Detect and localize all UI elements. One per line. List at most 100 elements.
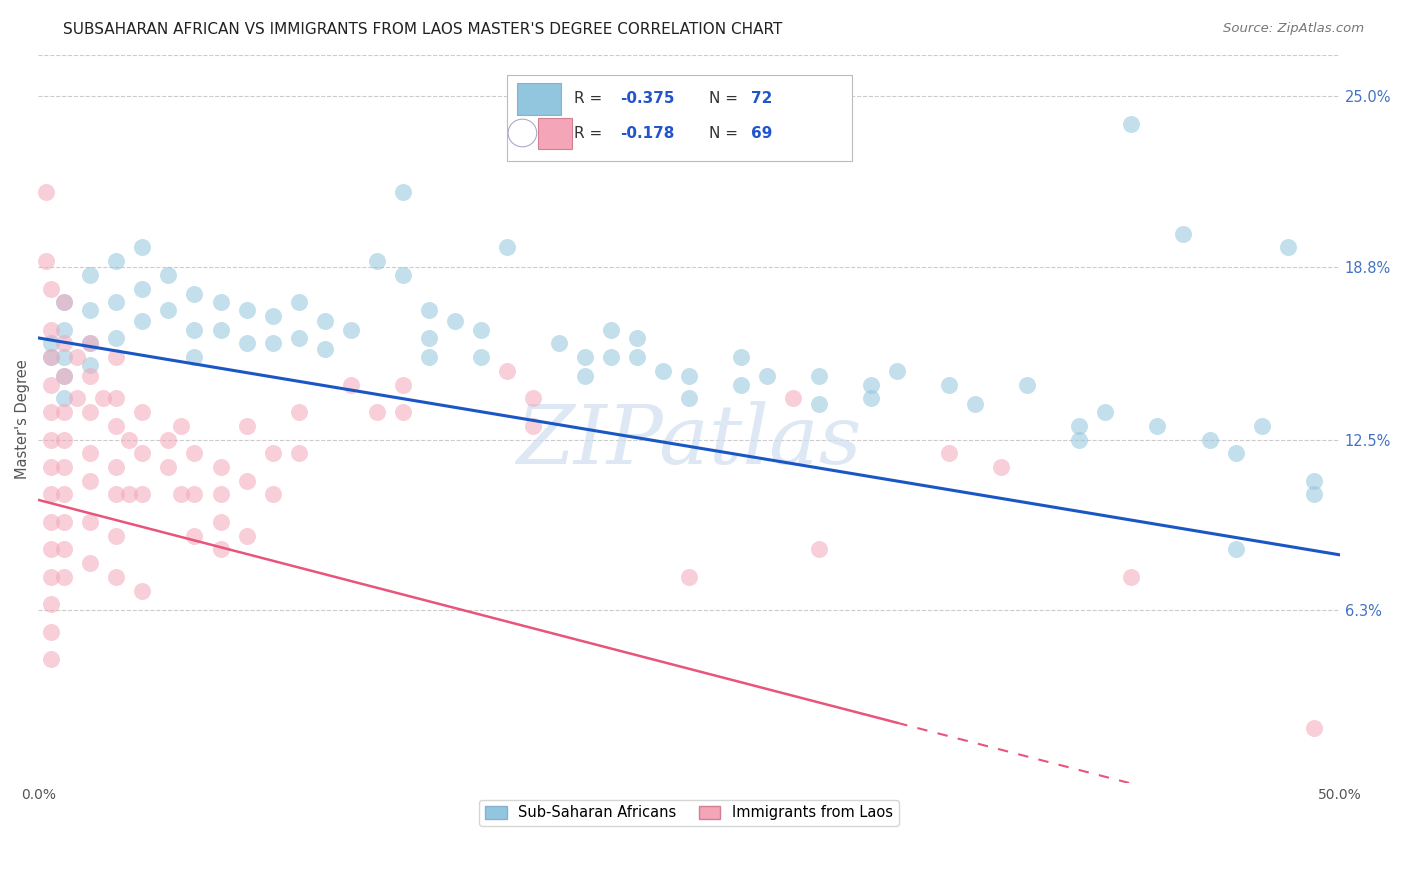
- Point: [730, 377, 752, 392]
- Point: [131, 405, 153, 419]
- Point: [53, 542, 76, 557]
- Point: [495, 240, 517, 254]
- Point: [131, 446, 153, 460]
- Text: 72: 72: [751, 91, 773, 106]
- Point: [418, 350, 440, 364]
- Point: [131, 240, 153, 254]
- Point: [170, 487, 193, 501]
- Point: [262, 336, 284, 351]
- Point: [105, 254, 128, 268]
- FancyBboxPatch shape: [538, 119, 572, 149]
- Point: [808, 369, 831, 384]
- Point: [53, 295, 76, 310]
- Point: [157, 303, 180, 318]
- Point: [118, 433, 141, 447]
- Text: ZIPatlas: ZIPatlas: [516, 401, 862, 481]
- Point: [287, 295, 309, 310]
- Point: [183, 287, 205, 301]
- Point: [41, 350, 63, 364]
- Point: [118, 487, 141, 501]
- Point: [600, 350, 623, 364]
- Point: [53, 487, 76, 501]
- Point: [66, 392, 89, 406]
- Point: [41, 487, 63, 501]
- Legend: Sub-Saharan Africans, Immigrants from Laos: Sub-Saharan Africans, Immigrants from La…: [479, 799, 898, 826]
- Point: [860, 392, 883, 406]
- Point: [53, 460, 76, 475]
- Point: [808, 397, 831, 411]
- Point: [1017, 377, 1039, 392]
- Point: [41, 323, 63, 337]
- Point: [79, 336, 101, 351]
- Point: [235, 418, 257, 433]
- Point: [41, 281, 63, 295]
- Point: [418, 331, 440, 345]
- Point: [41, 542, 63, 557]
- FancyBboxPatch shape: [517, 83, 561, 115]
- Point: [600, 323, 623, 337]
- Text: -0.375: -0.375: [620, 91, 675, 106]
- Point: [730, 350, 752, 364]
- Point: [314, 314, 336, 328]
- Point: [366, 405, 388, 419]
- Point: [209, 323, 232, 337]
- Point: [235, 336, 257, 351]
- Point: [79, 268, 101, 282]
- Point: [41, 460, 63, 475]
- Point: [860, 377, 883, 392]
- Point: [53, 323, 76, 337]
- Point: [170, 418, 193, 433]
- Point: [678, 369, 700, 384]
- Point: [522, 392, 544, 406]
- Point: [53, 392, 76, 406]
- Point: [522, 418, 544, 433]
- Point: [287, 446, 309, 460]
- Point: [626, 350, 648, 364]
- Point: [53, 350, 76, 364]
- Point: [105, 460, 128, 475]
- Point: [131, 487, 153, 501]
- Point: [66, 350, 89, 364]
- Point: [35, 186, 58, 200]
- Point: [209, 295, 232, 310]
- Point: [53, 433, 76, 447]
- Point: [756, 369, 779, 384]
- Point: [53, 336, 76, 351]
- Point: [1069, 433, 1091, 447]
- Point: [79, 336, 101, 351]
- Point: [1225, 446, 1247, 460]
- Point: [105, 570, 128, 584]
- Point: [391, 377, 413, 392]
- Point: [495, 364, 517, 378]
- Point: [41, 597, 63, 611]
- Point: [41, 624, 63, 639]
- Text: 69: 69: [751, 126, 773, 141]
- Text: SUBSAHARAN AFRICAN VS IMMIGRANTS FROM LAOS MASTER'S DEGREE CORRELATION CHART: SUBSAHARAN AFRICAN VS IMMIGRANTS FROM LA…: [63, 22, 783, 37]
- Point: [1173, 227, 1195, 241]
- Text: N =: N =: [709, 91, 742, 106]
- Point: [105, 331, 128, 345]
- Point: [938, 446, 960, 460]
- Text: Source: ZipAtlas.com: Source: ZipAtlas.com: [1223, 22, 1364, 36]
- Point: [53, 295, 76, 310]
- Point: [547, 336, 569, 351]
- Point: [235, 474, 257, 488]
- Point: [79, 369, 101, 384]
- Point: [79, 405, 101, 419]
- Point: [470, 350, 492, 364]
- Point: [105, 295, 128, 310]
- Point: [157, 460, 180, 475]
- Point: [79, 515, 101, 529]
- Point: [93, 392, 115, 406]
- Point: [183, 446, 205, 460]
- Point: [131, 281, 153, 295]
- Text: R =: R =: [575, 91, 607, 106]
- Point: [287, 331, 309, 345]
- Point: [105, 350, 128, 364]
- Point: [79, 303, 101, 318]
- Point: [678, 570, 700, 584]
- Point: [443, 314, 465, 328]
- Point: [53, 515, 76, 529]
- FancyBboxPatch shape: [506, 75, 852, 161]
- Point: [41, 377, 63, 392]
